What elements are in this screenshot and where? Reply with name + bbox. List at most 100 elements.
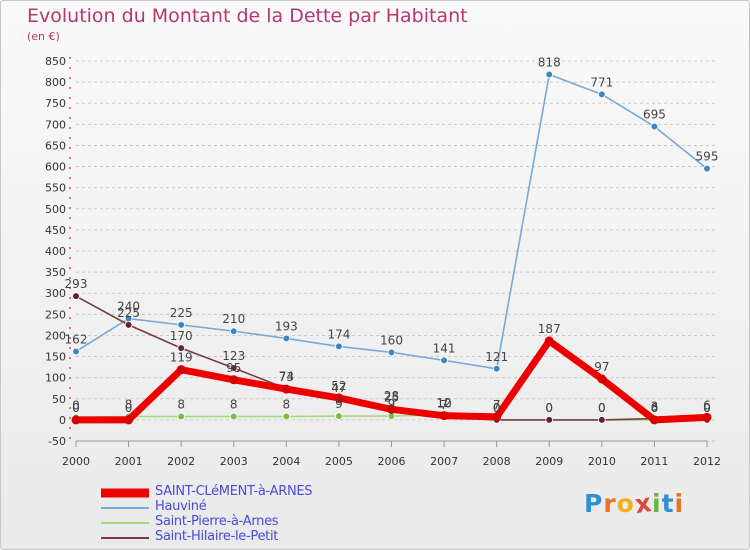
data-point [282,412,291,421]
legend-swatch [101,506,149,509]
data-point [229,327,238,336]
x-tick-label: 2012 [693,455,721,468]
data-point [650,122,659,131]
y-tick-label: 650 [45,139,66,152]
data-point [177,412,185,421]
y-tick-label: 250 [45,308,66,321]
data-label: 162 [65,332,88,346]
chart-unit-label: (en €) [27,30,60,43]
data-label: 0 [493,401,501,415]
data-label: 771 [590,75,613,89]
data-label: 119 [170,351,193,365]
y-tick-label: 0 [59,414,66,427]
data-label: 121 [485,350,508,364]
y-tick-label: 750 [45,97,66,110]
data-label: 225 [170,306,193,320]
y-tick-label: 500 [45,203,66,216]
x-tick-label: 2004 [272,455,300,468]
y-tick-label: 450 [45,224,66,237]
data-label: 6 [651,401,659,415]
x-tick-label: 2011 [640,455,668,468]
data-point [176,365,186,375]
data-label: 0 [703,401,711,415]
y-tick-label: 850 [45,55,66,68]
legend-swatch [101,488,149,497]
axes: -500501001502002503003504004505005506006… [45,55,721,468]
data-point [72,292,80,300]
data-label: 695 [643,107,666,121]
data-label: 7 [440,398,448,412]
data-label: 0 [72,401,80,415]
data-label: 74 [279,370,294,384]
y-tick-label: 300 [45,287,66,300]
data-point [649,415,659,425]
y-tick-label: 800 [45,76,66,89]
data-point [598,90,606,99]
y-tick-label: 700 [45,118,66,131]
data-label: 95 [226,361,241,375]
data-point [124,415,134,425]
data-label: 160 [380,333,403,347]
data-label: 170 [170,329,193,343]
data-label: 0 [598,401,606,415]
data-label: 12 [436,396,451,410]
legend-label: Saint-Pierre-à-Arnes [155,514,279,529]
data-label: 293 [65,277,88,291]
data-label: 10 [436,397,451,411]
legend-label: SAINT-CLéMENT-à-ARNES [155,484,313,499]
data-label: 9 [388,397,396,411]
legend-item: Saint-Hilaire-le-Petit [101,529,401,545]
data-point [387,404,396,414]
x-tick-label: 2002 [167,455,195,468]
y-tick-label: 400 [45,245,66,258]
data-label: 141 [433,341,456,355]
series-layer [71,70,712,425]
data-point [703,164,711,173]
x-tick-label: 2005 [325,455,353,468]
legend-item: SAINT-CLéMENT-à-ARNES [101,484,401,500]
legend-item: Hauviné [101,499,401,515]
chart-title: Evolution du Montant de la Dette par Hab… [27,5,468,27]
data-label: 8 [230,398,238,412]
data-point [177,344,185,352]
data-point [598,416,606,424]
data-point [545,70,554,79]
data-label: 0 [703,401,711,415]
data-point [335,412,343,420]
data-label: 0 [545,401,553,415]
y-tick-label: 550 [45,182,66,195]
data-label: 25 [384,390,399,404]
data-point [387,348,396,357]
data-point [545,416,554,424]
data-label: 0 [598,401,606,415]
data-label: 52 [331,379,346,393]
data-label: 0 [545,401,553,415]
data-label: 0 [493,401,501,415]
data-point [597,374,607,384]
data-point [702,412,712,422]
data-point [439,411,449,421]
data-label: 3 [651,400,659,414]
data-label: 210 [222,312,245,326]
data-label: 6 [703,398,711,412]
legend-label: Hauviné [155,499,207,514]
y-tick-label: 600 [45,161,66,174]
legend-swatch [101,536,149,539]
data-label: 595 [696,150,719,164]
grid-lines [76,60,715,442]
x-tick-label: 2010 [588,455,616,468]
x-tick-label: 2001 [115,455,143,468]
legend-label: Saint-Hilaire-le-Petit [155,529,279,544]
data-label: 8 [177,398,185,412]
data-label: 225 [117,306,140,320]
data-point [544,336,554,346]
data-point [71,415,81,425]
data-point [440,356,448,365]
y-tick-label: 350 [45,266,66,279]
proxiti-logo: Proxiti [584,487,685,520]
series-line [75,73,708,370]
data-point [124,321,133,329]
data-point [334,393,344,403]
